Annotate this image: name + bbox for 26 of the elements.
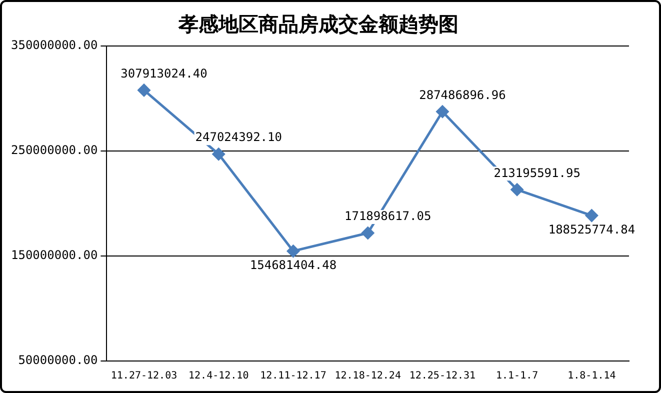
data-label: 154681404.48 <box>250 258 337 272</box>
data-label: 287486896.96 <box>419 88 506 102</box>
chart-title: 孝感地区商品房成交金额趋势图 <box>178 12 458 36</box>
data-label: 247024392.10 <box>195 130 282 144</box>
x-tick-label: 1.1-1.7 <box>496 370 538 382</box>
point <box>585 209 598 222</box>
data-label: 188525774.84 <box>548 222 636 237</box>
x-tick-label: 1.8-1.14 <box>568 370 616 382</box>
x-tick-label: 12.18-12.24 <box>334 370 401 382</box>
y-tick-label: 150000000.00 <box>10 248 98 262</box>
x-tick-label: 12.11-12.17 <box>260 370 326 382</box>
point <box>436 105 449 118</box>
point <box>212 148 225 160</box>
y-tick-label: 50000000.00 <box>18 353 98 368</box>
data-label: 171898617.05 <box>344 209 432 224</box>
x-tick-label: 11.27-12.03 <box>110 370 178 382</box>
point <box>362 226 374 240</box>
data-label: 213195591.95 <box>494 166 580 180</box>
point <box>286 244 300 258</box>
y-tick-label: 350000000.00 <box>10 38 98 52</box>
point <box>510 183 524 196</box>
data-label: 307913024.40 <box>120 66 208 80</box>
x-tick-label: 12.4-12.10 <box>188 370 249 382</box>
point <box>138 84 150 96</box>
y-tick-label: 250000000.00 <box>10 143 98 158</box>
x-tick-label: 12.25-12.31 <box>409 370 476 382</box>
